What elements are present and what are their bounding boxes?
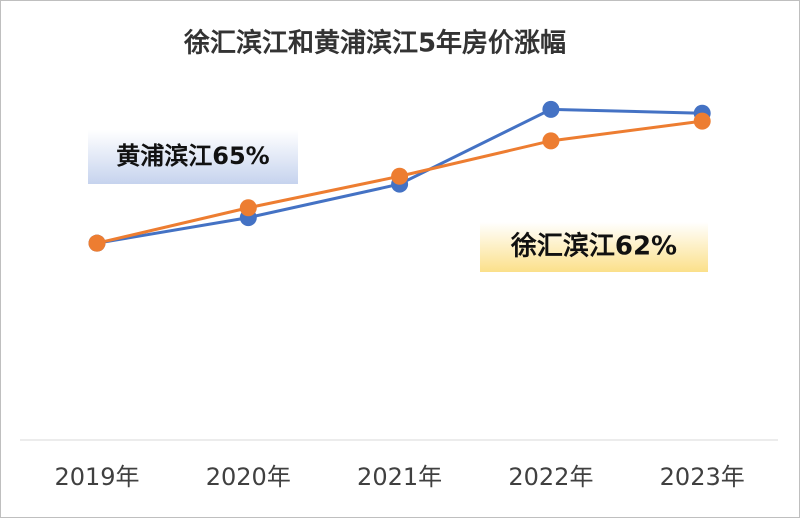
x-tick-label: 2021年 bbox=[357, 463, 442, 491]
x-tick-label: 2023年 bbox=[660, 463, 745, 491]
chart-title: 徐汇滨江和黄浦滨江5年房价涨幅 bbox=[183, 28, 566, 59]
x-tick-label: 2019年 bbox=[54, 463, 139, 491]
series-label: 黄浦滨江65% bbox=[116, 142, 269, 170]
data-point bbox=[693, 112, 711, 130]
data-point bbox=[239, 199, 257, 217]
x-tick-label: 2020年 bbox=[206, 463, 291, 491]
x-tick-label: 2022年 bbox=[508, 463, 593, 491]
data-point bbox=[542, 100, 560, 118]
data-point bbox=[542, 132, 560, 150]
data-point bbox=[391, 167, 409, 185]
series-label: 徐汇滨江62% bbox=[510, 231, 677, 262]
label-box bbox=[480, 222, 708, 272]
label-box bbox=[88, 130, 298, 184]
data-point bbox=[88, 234, 106, 252]
